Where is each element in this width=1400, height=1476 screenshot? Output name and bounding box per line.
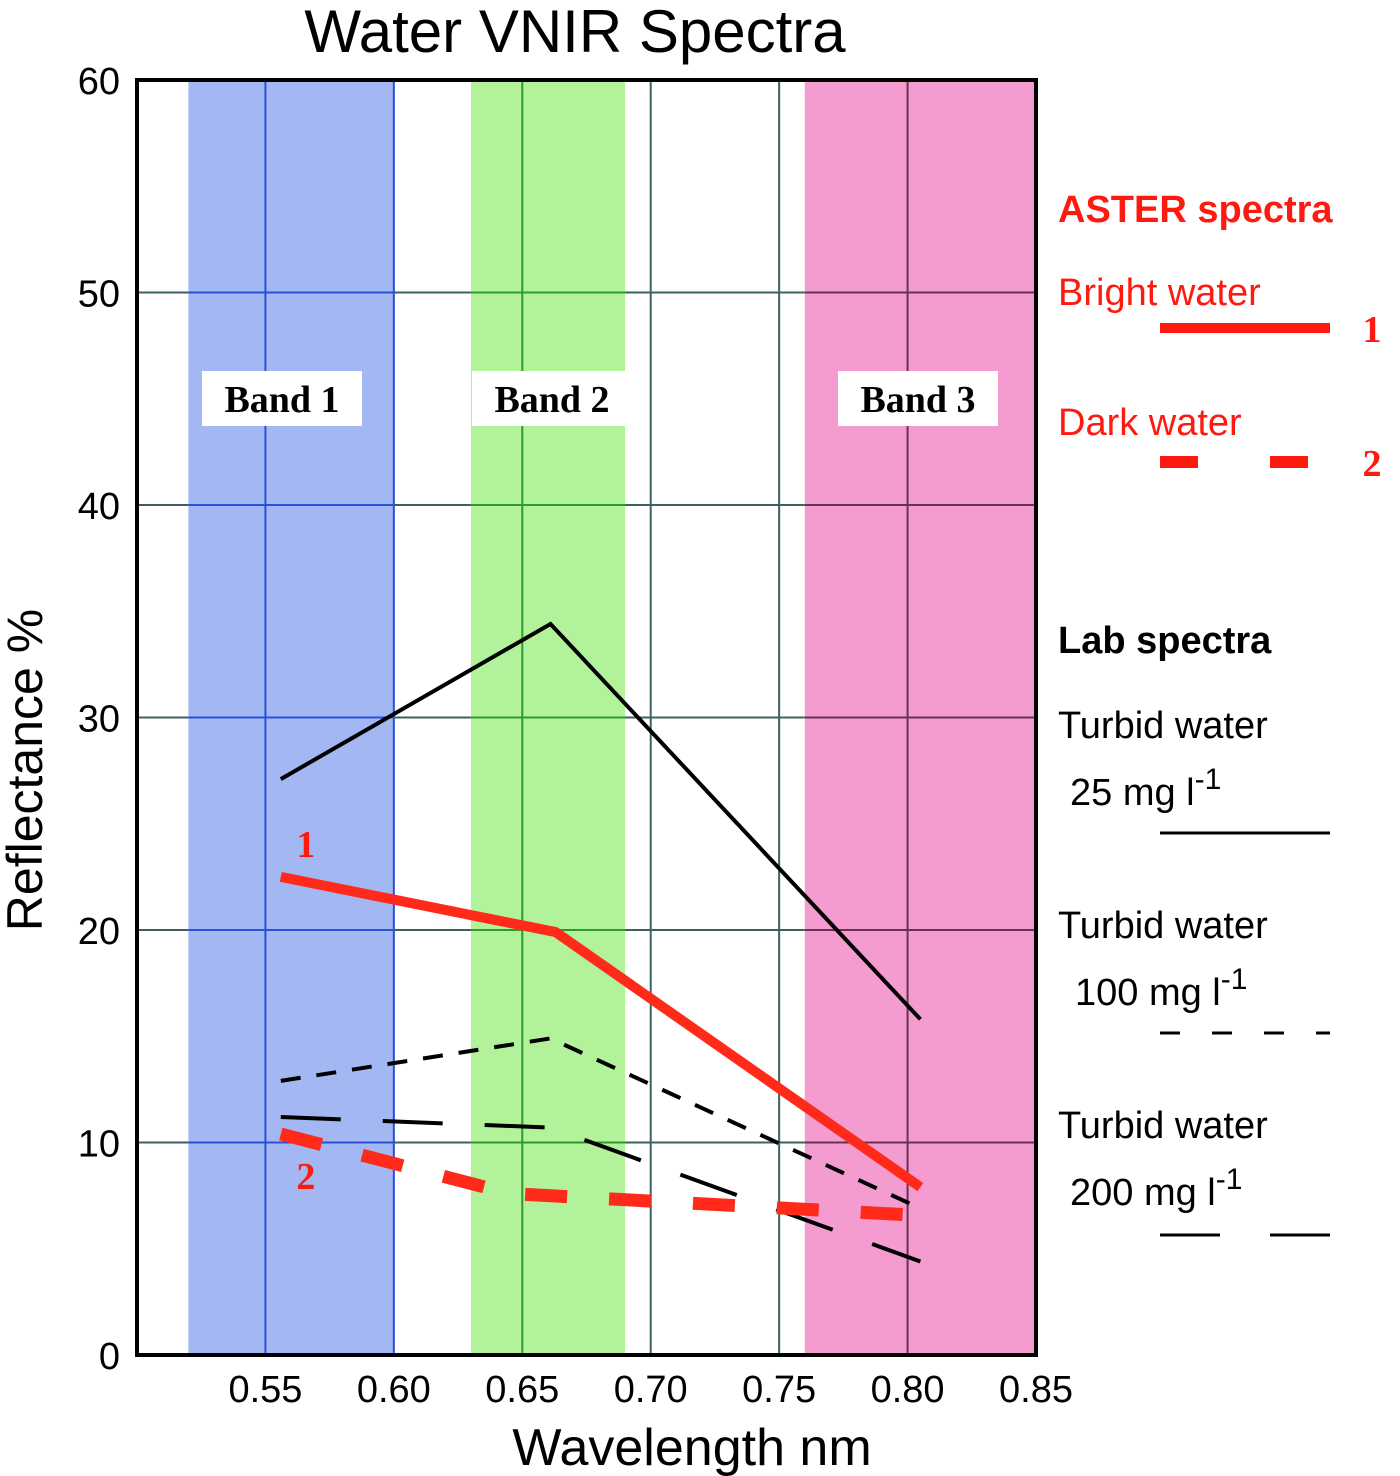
legend-lab-label-line1: Turbid water	[1058, 705, 1268, 747]
series-line-2	[279, 871, 924, 1192]
data-series: 12	[279, 621, 924, 1264]
band-label-box	[472, 371, 632, 426]
y-tick-label: 30	[78, 699, 120, 741]
y-tick-label: 20	[78, 911, 120, 953]
x-tick-label: 0.85	[999, 1369, 1073, 1411]
y-tick-label: 0	[99, 1336, 120, 1378]
series-line-4	[280, 1115, 922, 1264]
series-label-2: 2	[296, 1156, 315, 1198]
legend-aster-heading: ASTER spectra	[1058, 189, 1333, 231]
band-label-2: Band 2	[494, 379, 609, 421]
axis-ticks: 0.55 0.60 0.65 0.70 0.75 0.80 0.85 0 10 20 30 40 50 6…	[78, 61, 1073, 1411]
band-label-1: Band 1	[224, 379, 339, 421]
chart-title: Water VNIR Spectra	[304, 0, 846, 65]
y-tick-label: 60	[78, 61, 120, 103]
legend: ASTER spectra Lab spectra Bright water 1 D…	[1058, 189, 1382, 1237]
legend-aster-number: 2	[1363, 443, 1382, 485]
x-axis-label: Wavelength nm	[512, 1419, 871, 1476]
plot-frame	[135, 78, 1038, 1357]
grid-lines	[137, 80, 1037, 1355]
legend-lab-label-line2: 200 mg l-1	[1070, 1163, 1242, 1214]
band-label-3: Band 3	[860, 379, 975, 421]
series-line-3	[280, 1036, 922, 1211]
band-labels: Band 1 Band 2 Band 3	[202, 371, 998, 426]
legend-aster-label: Dark water	[1058, 402, 1242, 444]
x-tick-label: 0.60	[357, 1369, 431, 1411]
y-tick-label: 50	[78, 274, 120, 316]
legend-lab-label-line1: Turbid water	[1058, 905, 1268, 947]
legend-lab-label-line1: Turbid water	[1058, 1105, 1268, 1147]
legend-aster-number: 1	[1363, 309, 1382, 351]
series-label-1: 1	[296, 824, 315, 866]
y-tick-label: 10	[78, 1124, 120, 1166]
x-tick-label: 0.65	[485, 1369, 559, 1411]
legend-items: Bright water 1 Dark water 2 Turbid water 25 m…	[1058, 272, 1382, 1237]
x-tick-label: 0.75	[742, 1369, 816, 1411]
legend-lab-heading: Lab spectra	[1058, 620, 1272, 662]
x-tick-label: 0.55	[228, 1369, 302, 1411]
legend-lab-label-line2: 100 mg l-1	[1075, 963, 1247, 1014]
legend-lab-label-line2: 25 mg l-1	[1070, 763, 1221, 814]
band-label-box	[202, 371, 362, 426]
x-tick-label: 0.80	[871, 1369, 945, 1411]
band-label-box	[838, 371, 998, 426]
legend-aster-label: Bright water	[1058, 272, 1261, 314]
y-tick-label: 40	[78, 486, 120, 528]
x-tick-label: 0.70	[614, 1369, 688, 1411]
y-axis-label: Reflectance %	[0, 609, 53, 931]
series-line-1	[279, 621, 922, 1021]
